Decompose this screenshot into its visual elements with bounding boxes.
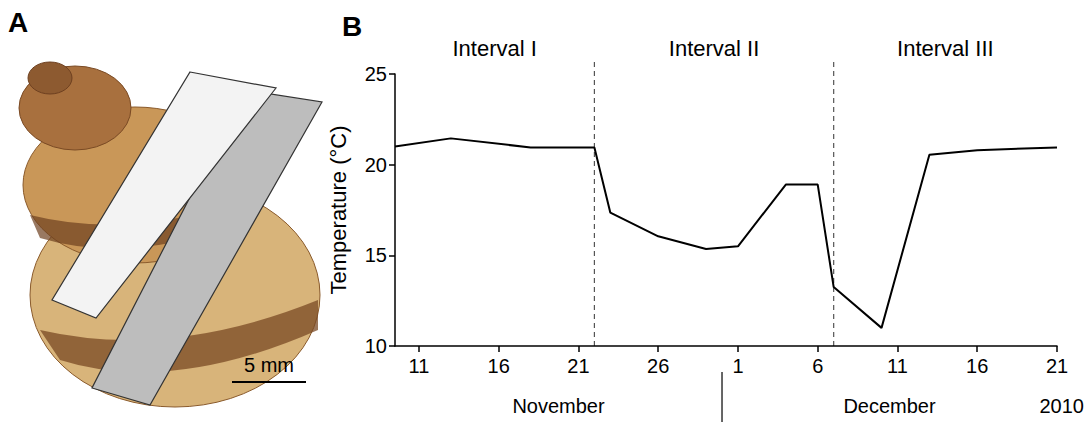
svg-text:20: 20 <box>365 154 387 176</box>
svg-text:11: 11 <box>887 355 908 377</box>
svg-text:16: 16 <box>966 355 988 377</box>
svg-text:Temperature (°C): Temperature (°C) <box>326 126 351 295</box>
svg-text:21: 21 <box>567 355 589 377</box>
svg-text:21: 21 <box>1046 355 1068 377</box>
svg-text:11: 11 <box>409 355 430 377</box>
svg-text:26: 26 <box>647 355 669 377</box>
svg-text:A: A <box>8 7 28 38</box>
svg-text:December: December <box>843 395 936 417</box>
svg-text:Interval II: Interval II <box>669 36 759 61</box>
svg-text:6: 6 <box>812 355 823 377</box>
svg-text:10: 10 <box>365 335 387 357</box>
svg-text:B: B <box>342 11 362 42</box>
svg-text:1: 1 <box>732 355 743 377</box>
svg-text:November: November <box>512 395 605 417</box>
svg-text:16: 16 <box>488 355 510 377</box>
svg-text:2010: 2010 <box>1040 395 1085 417</box>
svg-text:Interval III: Interval III <box>897 36 994 61</box>
svg-text:25: 25 <box>365 63 387 85</box>
svg-text:15: 15 <box>365 244 387 266</box>
svg-text:5 mm: 5 mm <box>244 354 294 376</box>
svg-text:Interval I: Interval I <box>453 36 537 61</box>
